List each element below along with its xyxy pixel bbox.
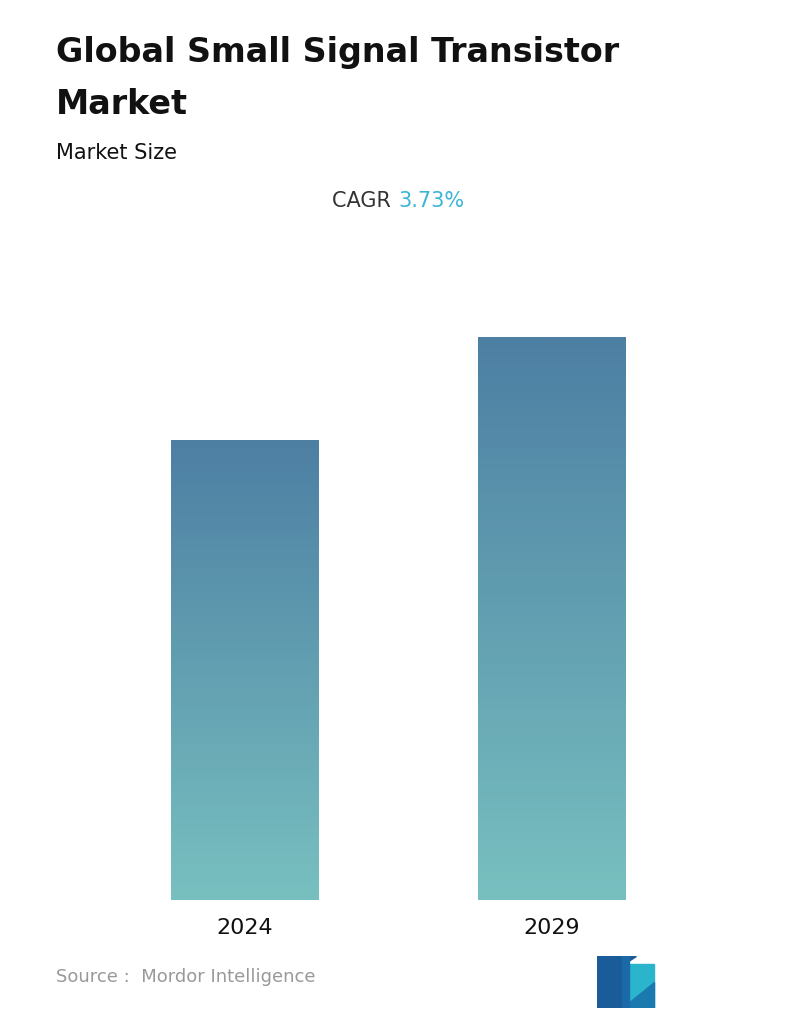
Polygon shape — [622, 956, 629, 1008]
Text: 2024: 2024 — [216, 918, 272, 938]
Text: Market: Market — [56, 88, 188, 121]
Text: Market Size: Market Size — [56, 143, 177, 162]
Polygon shape — [629, 964, 654, 1008]
Text: 2029: 2029 — [524, 918, 580, 938]
Polygon shape — [597, 956, 622, 1008]
Text: Global Small Signal Transistor: Global Small Signal Transistor — [56, 36, 618, 69]
Text: Source :  Mordor Intelligence: Source : Mordor Intelligence — [56, 968, 315, 986]
Text: 3.73%: 3.73% — [398, 191, 464, 211]
Polygon shape — [597, 956, 637, 982]
Polygon shape — [622, 982, 654, 1008]
Text: CAGR: CAGR — [333, 191, 398, 211]
